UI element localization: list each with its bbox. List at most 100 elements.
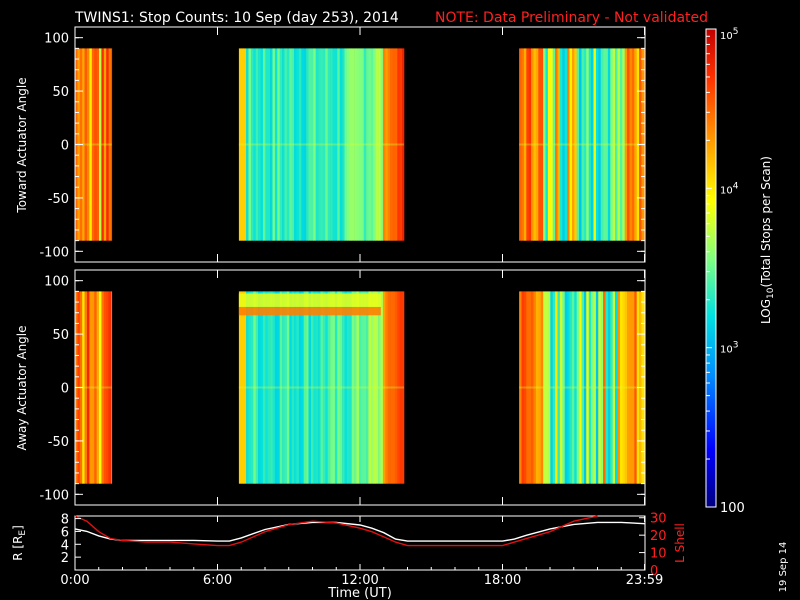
heatmap-away-strip <box>337 291 340 484</box>
heatmap-away-strip <box>547 291 551 484</box>
heatmap-toward-strip <box>330 48 333 241</box>
heatmap-toward-strip <box>402 48 405 241</box>
heatmap-toward-strip <box>111 48 113 241</box>
heatmap-toward-strip <box>291 48 295 241</box>
heatmap-away-strip <box>378 291 381 484</box>
heatmap-away-strip <box>390 291 393 484</box>
heatmap-toward-strip <box>535 48 539 241</box>
heatmap-toward-strip <box>576 48 580 241</box>
heatmap-away-strip <box>380 291 384 484</box>
yticks-away: 100 50 0 -50 -100 <box>39 270 646 505</box>
colorbar-tick-label: 103 <box>720 341 738 356</box>
heatmap-away-strip <box>354 291 357 484</box>
colorbar-gradient <box>705 28 717 508</box>
heatmap-toward-strip <box>543 48 546 241</box>
heatmap-toward-strip <box>339 48 343 241</box>
heatmap-away-strip <box>569 291 573 484</box>
heatmap-away-strip <box>559 291 563 484</box>
xtick-label: 0:00 <box>60 573 89 588</box>
heatmap-toward-strip <box>397 48 400 241</box>
heatmap-away-strip <box>106 291 109 484</box>
heatmap-toward-zero-line <box>519 143 645 146</box>
heatmap-away-strip <box>607 291 611 484</box>
heatmap-away-strip <box>255 291 259 484</box>
yticks-toward: 100 50 0 -50 -100 <box>39 27 646 262</box>
ylabel-r-sub: E <box>18 530 28 536</box>
heatmap-away-strip <box>358 291 362 484</box>
heatmap-toward-strip <box>294 48 297 241</box>
colorbar-label-post: (Total Stops per Scan) <box>759 156 773 287</box>
heatmap-away-strip <box>615 291 618 484</box>
heatmap-toward-strip <box>615 48 618 241</box>
heatmap-away-strip <box>557 291 561 484</box>
heatmap-away-strip <box>576 291 580 484</box>
heatmap-toward-strip <box>598 48 601 241</box>
heatmap-away-strip <box>550 291 553 484</box>
xtick-label: 12:00 <box>341 573 378 588</box>
heatmap-toward-strip <box>250 48 254 241</box>
xtick-label: 18:00 <box>484 573 521 588</box>
ylabel-toward: Toward Actuator Angle <box>15 77 29 213</box>
heatmap-away-strip <box>519 291 522 484</box>
heatmap-away-strip <box>624 291 628 484</box>
heatmap-away-strip <box>291 291 295 484</box>
ytick-label-toward: -50 <box>48 192 69 207</box>
heatmap-away-strip <box>315 291 319 484</box>
heatmap-toward-strip <box>622 48 625 241</box>
heatmap-toward-strip <box>260 48 264 241</box>
heatmap-away-strip <box>262 291 266 484</box>
heatmap-toward-strip <box>574 48 577 241</box>
heatmap-away-strip <box>250 291 254 484</box>
heatmap-away-strip <box>241 291 244 484</box>
heatmap-toward-strip <box>593 48 597 241</box>
heatmap-toward-strip <box>523 48 527 241</box>
heatmap-away-strip <box>258 291 261 484</box>
heatmap-toward-strip <box>385 48 388 241</box>
heatmap-toward-strip <box>399 48 403 241</box>
ytick-label-toward: 50 <box>52 85 69 100</box>
heatmap-toward-strip <box>89 48 93 241</box>
heatmap-toward-strip <box>106 48 109 241</box>
xticks: 0:00 6:00 12:00 18:00 23:59 <box>60 516 663 588</box>
heatmap-away-strip <box>523 291 527 484</box>
yticks-ephemeris-right: 0 10 20 30 <box>639 512 667 579</box>
heatmap-away-strip <box>382 291 386 484</box>
heatmap-toward-strip <box>619 48 623 241</box>
ytick-label-away: -100 <box>39 488 69 503</box>
ytick-label-away: -50 <box>48 435 69 450</box>
heatmap-away-strip <box>373 291 376 484</box>
heatmap-toward-strip <box>99 48 102 241</box>
heatmap-away-strip <box>298 291 302 484</box>
heatmap-toward-strip <box>303 48 307 241</box>
heatmap-toward-strip <box>301 48 304 241</box>
heatmap-away-strip <box>528 291 532 484</box>
heatmap-away <box>75 291 646 484</box>
heatmap-away-strip <box>555 291 558 484</box>
heatmap-toward-strip <box>327 48 331 241</box>
ytick-label-ephemeris-right: 10 <box>650 547 667 562</box>
heatmap-toward-strip <box>607 48 611 241</box>
heatmap-away-strip <box>238 291 242 484</box>
ytick-label-toward: -100 <box>39 245 69 260</box>
heatmap-toward-strip <box>567 48 570 241</box>
ytick-label-ephemeris-right: 20 <box>650 529 667 544</box>
heatmap-away-strip <box>272 291 276 484</box>
heatmap-away-strip <box>284 291 288 484</box>
data-note: NOTE: Data Preliminary - Not validated <box>435 10 708 26</box>
heatmap-toward-strip <box>349 48 352 241</box>
heatmap-away-zero-line <box>238 386 404 389</box>
heatmap-toward-strip <box>547 48 551 241</box>
heatmap-away-strip <box>564 291 568 484</box>
heatmap-toward-strip <box>394 48 398 241</box>
heatmap-toward-strip <box>579 48 582 241</box>
heatmap-away-strip <box>87 291 90 484</box>
xlabel-time: Time (UT) <box>327 586 392 600</box>
heatmap-toward-strip <box>322 48 326 241</box>
heatmap-toward-segment-1 <box>238 48 405 241</box>
heatmap-toward-strip <box>569 48 573 241</box>
heatmap-toward-strip <box>267 48 271 241</box>
heatmap-toward-strip <box>600 48 604 241</box>
heatmap-toward-strip <box>87 48 90 241</box>
heatmap-away-strip <box>296 291 300 484</box>
heatmap-toward-strip <box>390 48 393 241</box>
